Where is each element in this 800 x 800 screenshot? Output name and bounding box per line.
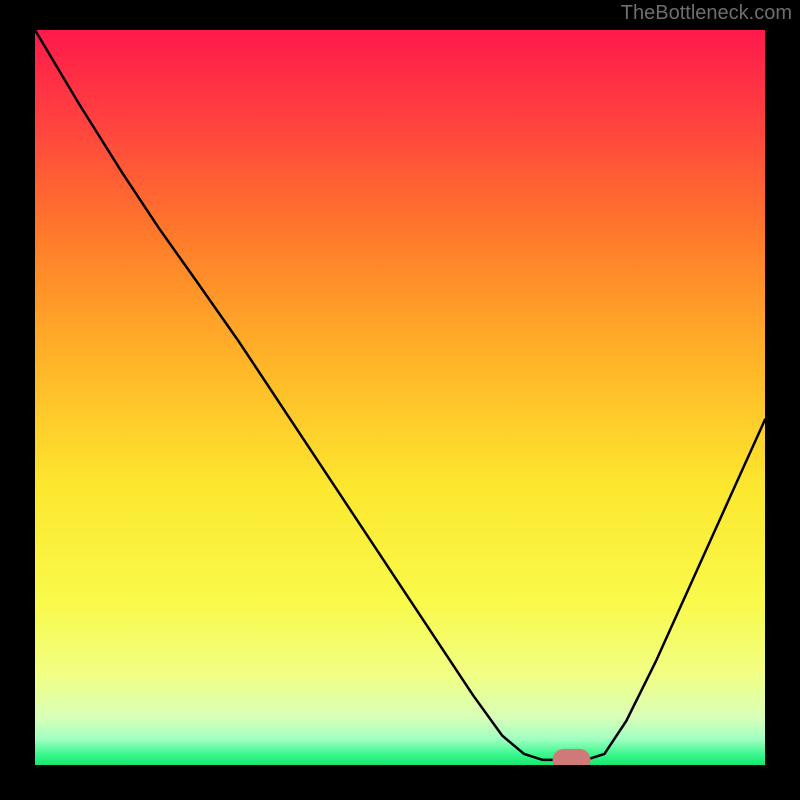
watermark-text: TheBottleneck.com (621, 2, 792, 25)
optimal-marker (553, 749, 591, 765)
chart-container: TheBottleneck.com (0, 0, 800, 800)
plot-area (35, 30, 765, 765)
gradient-background (35, 30, 765, 765)
plot-svg (35, 30, 765, 765)
